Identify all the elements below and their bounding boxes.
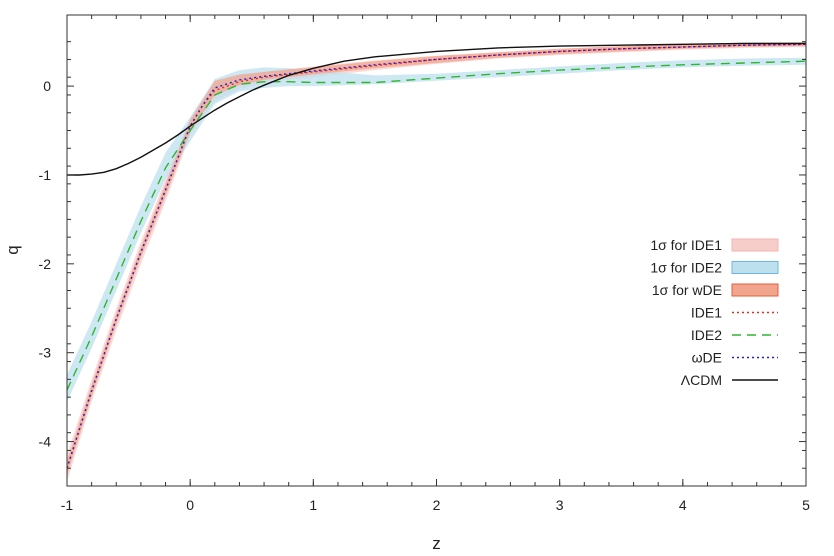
legend-label-omegade: ωDE — [692, 350, 722, 366]
y-axis-label: q — [3, 245, 22, 254]
x-tick-label: 2 — [433, 497, 441, 513]
legend-swatch-1sigma-for-ide1 — [731, 238, 779, 252]
tick-label-layer: -1 0 1 2 3 4 5 -4 -3 -2 -1 0 — [39, 78, 811, 513]
y-tick-label: -2 — [39, 256, 52, 272]
legend-label-ide2: IDE2 — [691, 327, 722, 343]
x-tick-label: 1 — [309, 497, 317, 513]
legend-label-1sigma-for-wde: 1σ for wDE — [652, 282, 722, 298]
axes-layer — [66, 14, 807, 487]
x-axis-label: z — [432, 534, 441, 553]
legend-swatch-1sigma-for-wde — [731, 283, 779, 297]
y-tick-label: -4 — [39, 434, 52, 450]
legend-label-ide1: IDE1 — [691, 305, 722, 321]
series-line-ide1 — [67, 43, 806, 469]
y-tick-label: 0 — [43, 78, 51, 94]
y-tick-label: -1 — [39, 167, 52, 183]
legend: 1σ for IDE1 1σ for IDE2 1σ for wDE IDE1 IDE2… — [650, 237, 779, 388]
line-layer — [67, 42, 806, 469]
series-line-omegade — [67, 43, 806, 469]
legend-swatch-1sigma-for-ide2 — [731, 261, 779, 274]
x-tick-label: 0 — [186, 497, 194, 513]
y-tick-label: -3 — [39, 345, 52, 361]
x-tick-label: 4 — [679, 497, 687, 513]
x-tick-label: 3 — [556, 497, 564, 513]
x-tick-label: -1 — [61, 497, 74, 513]
x-tick-label: 5 — [802, 497, 810, 513]
legend-label-lambdacdm: ΛCDM — [681, 372, 722, 388]
legend-label-1sigma-for-ide2: 1σ for IDE2 — [650, 260, 722, 276]
legend-label-1sigma-for-ide1: 1σ for IDE1 — [650, 237, 722, 253]
series-line-lambdacdm — [67, 42, 806, 176]
series-line-ide2 — [67, 60, 806, 391]
